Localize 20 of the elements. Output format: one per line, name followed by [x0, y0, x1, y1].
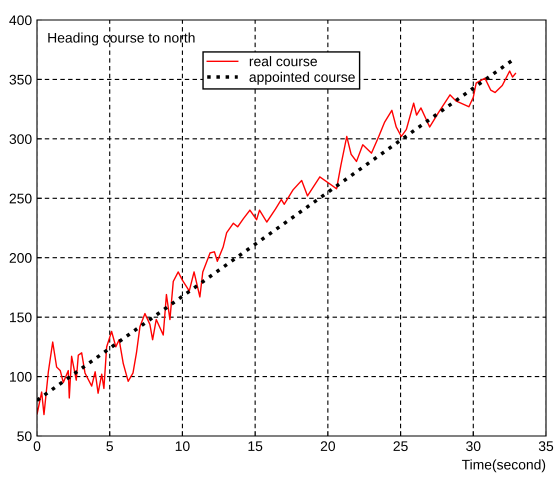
- x-tick-label: 15: [248, 441, 262, 452]
- y-tick-label: 350: [10, 74, 32, 85]
- y-tick-label: 300: [10, 134, 32, 144]
- legend-label: appointed course: [249, 72, 355, 85]
- y-tick-label: 250: [10, 194, 32, 204]
- y-tick-label: 50: [17, 431, 32, 442]
- y-tick-label: 400: [9, 15, 32, 26]
- x-axis-title: Time(second): [462, 459, 546, 472]
- x-tick-label: 20: [320, 441, 336, 452]
- annotation: Heading course to north: [48, 32, 195, 46]
- y-tick-label: 150: [10, 312, 32, 322]
- y-tick-label: 100: [10, 372, 32, 382]
- x-tick-label: 10: [176, 441, 190, 452]
- x-tick-label: 35: [538, 441, 554, 452]
- legend-label: real course: [250, 56, 317, 66]
- x-tick-label: 0: [34, 441, 40, 452]
- y-tick-label: 200: [10, 253, 32, 263]
- x-tick-label: 5: [106, 441, 113, 452]
- x-tick-label: 25: [394, 441, 408, 452]
- x-tick-label: 30: [466, 441, 480, 452]
